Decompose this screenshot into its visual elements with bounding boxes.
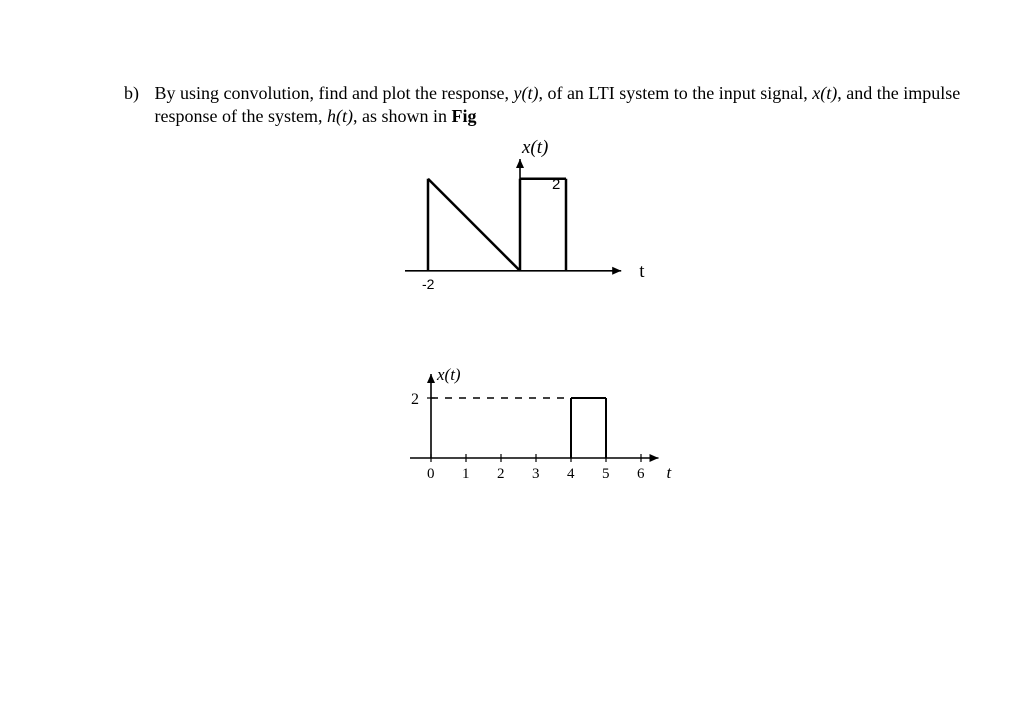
plot-xt-svg: x(t)2-2t — [400, 150, 660, 320]
question-label: b) — [124, 82, 150, 105]
q-fig: Fig — [451, 106, 476, 126]
question-block: b) By using convolution, find and plot t… — [124, 82, 994, 127]
svg-text:t: t — [639, 261, 645, 282]
q-part1: By using convolution, find and plot the … — [155, 83, 514, 103]
svg-text:0: 0 — [427, 466, 435, 482]
svg-text:2: 2 — [552, 176, 560, 193]
svg-text:x(t): x(t) — [521, 137, 548, 158]
svg-text:t: t — [667, 463, 673, 482]
question-text: By using convolution, find and plot the … — [155, 82, 985, 127]
svg-text:6: 6 — [637, 466, 645, 482]
plot-xt2-svg: 0 1 2 3 4 5 6 2 x(t) t — [400, 360, 700, 500]
svg-text:x(t): x(t) — [436, 365, 461, 384]
q-part2: , of an LTI system to the input signal, — [538, 83, 812, 103]
plot-xt2: 0 1 2 3 4 5 6 2 x(t) t — [400, 360, 700, 500]
svg-text:2: 2 — [497, 466, 505, 482]
svg-text:-2: -2 — [422, 276, 435, 292]
svg-text:4: 4 — [567, 466, 575, 482]
q-part4: , as shown in — [353, 106, 452, 126]
svg-text:1: 1 — [462, 466, 470, 482]
svg-text:5: 5 — [602, 466, 610, 482]
q-var-y: y(t) — [513, 83, 538, 103]
svg-text:3: 3 — [532, 466, 540, 482]
svg-text:2: 2 — [411, 391, 419, 408]
q-var-h: h(t) — [327, 106, 353, 126]
plot-xt: x(t)2-2t — [400, 150, 660, 320]
q-var-x: x(t) — [812, 83, 837, 103]
